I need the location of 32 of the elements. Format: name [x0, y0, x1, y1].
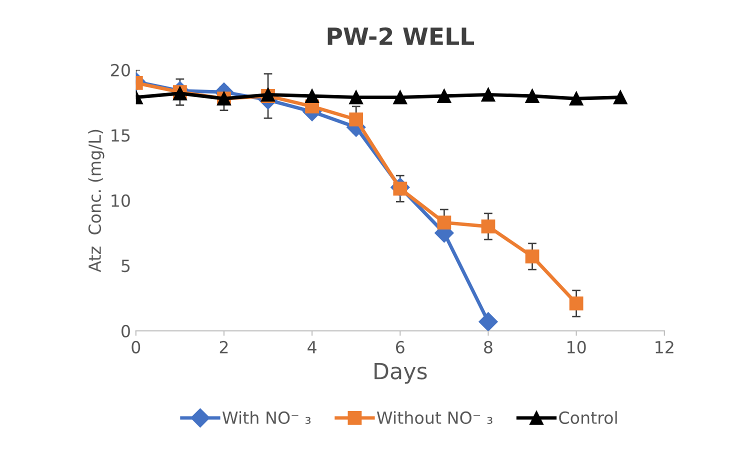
point — [613, 90, 628, 104]
x-tick-label: 2 — [220, 340, 228, 354]
legend-label: Control — [559, 411, 617, 424]
x-tick-label: 4 — [308, 341, 316, 354]
point — [437, 89, 452, 103]
point — [525, 89, 540, 103]
y-tick-label: 0 — [122, 324, 130, 338]
chart-title: PW-2 WELL — [328, 27, 474, 45]
point — [437, 216, 452, 230]
x-tick-label: 6 — [396, 340, 404, 354]
y-axis-title: Atz Conc. (mg/L) — [88, 130, 104, 272]
point — [569, 296, 584, 310]
point — [393, 90, 408, 104]
point — [525, 250, 540, 264]
point — [305, 89, 320, 103]
legend-label: With NO⁻ ₃ — [222, 411, 311, 424]
point — [569, 92, 584, 106]
y-tick-label: 20 — [111, 64, 130, 76]
legend-label: Without NO⁻ ₃ — [376, 411, 492, 424]
point — [478, 312, 498, 331]
y-tick-label: 5 — [122, 260, 130, 272]
point — [481, 88, 496, 102]
y-tick-label: 15 — [112, 129, 130, 142]
point — [481, 220, 496, 234]
x-tick-label: 8 — [484, 340, 492, 354]
x-tick-label: 0 — [132, 340, 140, 354]
x-axis-title: Days — [374, 362, 427, 384]
point — [349, 112, 364, 126]
x-tick-label: 12 — [656, 340, 674, 354]
point — [349, 90, 364, 104]
x-tick-label: 10 — [568, 340, 586, 354]
y-tick-label: 10 — [112, 194, 130, 207]
